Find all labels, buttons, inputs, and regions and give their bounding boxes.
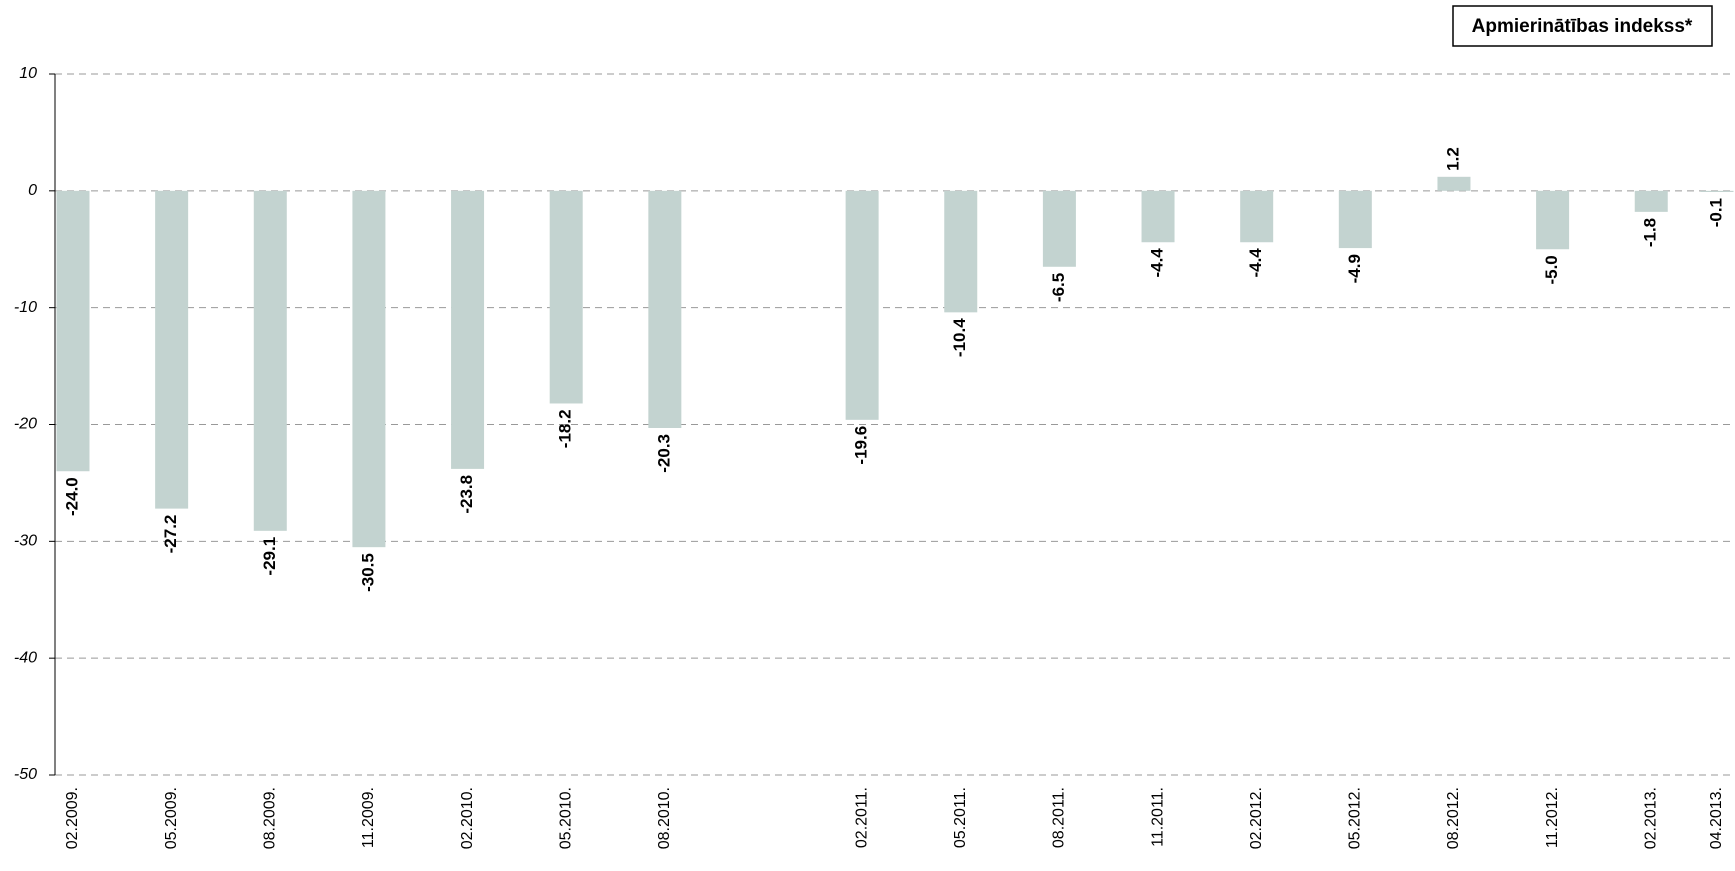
value-label: -5.0: [1542, 255, 1561, 284]
value-label: -4.4: [1246, 248, 1265, 278]
bar: [352, 190, 386, 548]
x-tick-label: 11.2009.: [360, 787, 377, 848]
x-tick-label: 11.2012.: [1544, 787, 1561, 848]
value-label: -18.2: [556, 409, 575, 448]
x-tick-label: 08.2011.: [1051, 787, 1068, 848]
bar: [56, 190, 90, 472]
y-tick-label: 0: [28, 182, 37, 199]
y-tick-label: -50: [14, 766, 37, 783]
x-tick-label: 08.2012.: [1445, 787, 1462, 849]
value-label: -0.1: [1706, 198, 1725, 227]
y-tick-label: 10: [19, 65, 37, 82]
x-tick-label: 04.2013.: [1708, 787, 1725, 849]
value-label: -27.2: [161, 515, 180, 554]
value-label: -29.1: [260, 537, 279, 576]
x-tick-label: 08.2009.: [261, 787, 278, 849]
bar: [1437, 176, 1471, 191]
x-tick-label: 02.2011.: [853, 787, 870, 848]
value-label: -10.4: [950, 318, 969, 357]
y-tick-label: -10: [14, 299, 37, 316]
x-tick-label: 05.2009.: [163, 787, 180, 849]
bar: [549, 190, 583, 404]
value-label: -30.5: [358, 553, 377, 592]
y-tick-label: -20: [14, 416, 37, 433]
value-label: -4.4: [1148, 248, 1167, 278]
bar: [253, 190, 287, 531]
bar: [1042, 190, 1076, 267]
bar: [1700, 190, 1734, 193]
value-label: -19.6: [852, 426, 871, 465]
bar: [155, 190, 189, 509]
x-tick-label: 05.2010.: [557, 787, 574, 849]
bar: [944, 190, 978, 313]
legend-label: Apmierinātības indekss*: [1472, 16, 1693, 37]
legend-box: [1452, 5, 1713, 47]
bar: [1536, 190, 1570, 250]
value-label: -4.9: [1345, 254, 1364, 283]
value-label: 1.2: [1443, 147, 1462, 171]
bar: [1634, 190, 1668, 212]
bar: [1141, 190, 1175, 243]
x-tick-label: 05.2012.: [1347, 787, 1364, 849]
value-label: -6.5: [1049, 273, 1068, 302]
value-label: -1.8: [1641, 218, 1660, 247]
x-tick-label: 02.2012.: [1248, 787, 1265, 849]
bar: [1338, 190, 1372, 249]
y-tick-label: -30: [14, 533, 37, 550]
x-tick-label: 02.2010.: [459, 787, 476, 849]
y-tick-label: -40: [14, 649, 37, 666]
x-tick-label: 05.2011.: [952, 787, 969, 848]
bar: [1240, 190, 1274, 243]
bar: [845, 190, 879, 420]
bar: [451, 190, 485, 469]
value-label: -20.3: [654, 434, 673, 473]
x-tick-label: 02.2009.: [64, 787, 81, 849]
x-tick-label: 11.2011.: [1149, 787, 1166, 847]
x-tick-label: 08.2010.: [656, 787, 673, 849]
value-label: -23.8: [457, 475, 476, 514]
x-tick-label: 02.2013.: [1642, 787, 1659, 849]
bar: [648, 190, 682, 429]
value-label: -24.0: [62, 477, 81, 516]
